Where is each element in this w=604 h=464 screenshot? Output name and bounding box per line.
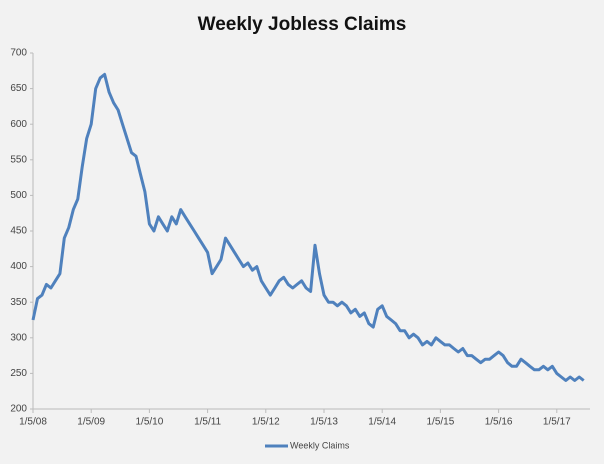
x-tick-label: 1/5/17 bbox=[543, 417, 571, 428]
chart-title: Weekly Jobless Claims bbox=[198, 14, 407, 35]
y-tick-label: 700 bbox=[10, 48, 27, 59]
x-tick-label: 1/5/11 bbox=[194, 417, 221, 428]
y-tick-label: 650 bbox=[10, 83, 27, 94]
y-tick-label: 400 bbox=[10, 261, 27, 272]
y-tick-label: 200 bbox=[10, 404, 27, 415]
x-tick-label: 1/5/13 bbox=[310, 417, 338, 428]
x-tick-label: 1/5/08 bbox=[19, 417, 47, 428]
legend-label: Weekly Claims bbox=[290, 440, 350, 450]
x-tick-label: 1/5/15 bbox=[426, 417, 454, 428]
x-tick-label: 1/5/16 bbox=[485, 417, 513, 428]
y-tick-label: 350 bbox=[10, 297, 27, 308]
series-line bbox=[31, 72, 585, 382]
x-tick-label: 1/5/10 bbox=[135, 417, 163, 428]
y-tick-label: 300 bbox=[10, 332, 27, 343]
y-tick-label: 600 bbox=[10, 119, 27, 130]
y-tick-label: 450 bbox=[10, 226, 27, 237]
y-tick-label: 250 bbox=[10, 368, 27, 379]
x-tick-label: 1/5/09 bbox=[77, 417, 105, 428]
x-tick-label: 1/5/12 bbox=[252, 417, 280, 428]
y-tick-label: 550 bbox=[10, 154, 27, 165]
x-tick-label: 1/5/14 bbox=[368, 417, 396, 428]
y-tick-label: 500 bbox=[10, 190, 27, 201]
